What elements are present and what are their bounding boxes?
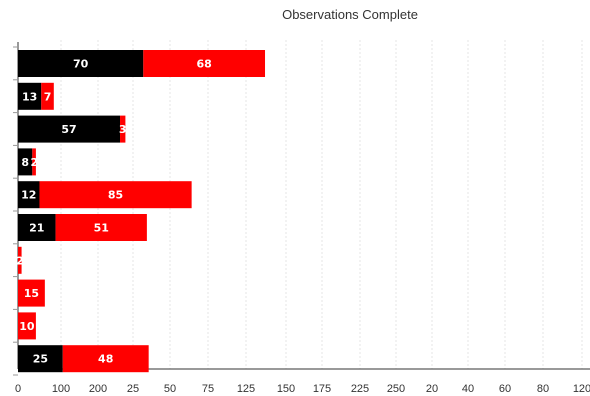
x-tick-label: 175 — [313, 383, 331, 395]
bar-value-label: 13 — [22, 90, 37, 103]
bar-value-label: 7 — [44, 90, 52, 103]
x-tick-label: 25 — [127, 383, 139, 395]
axes — [13, 42, 590, 375]
x-tick-label: 80 — [537, 383, 549, 395]
bar-value-label: 3 — [119, 123, 127, 136]
bar-value-label: 8 — [21, 156, 29, 169]
x-tick-label: 40 — [462, 383, 474, 395]
bars — [18, 50, 265, 372]
x-tick-label: 225 — [351, 383, 369, 395]
bar-value-label: 57 — [61, 123, 76, 136]
x-tick-label: 60 — [499, 383, 511, 395]
x-tick-label: 200 — [89, 383, 107, 395]
bar-value-label: 2 — [16, 254, 24, 267]
bar-value-label: 2 — [30, 156, 38, 169]
x-tick-label: 120 — [573, 383, 590, 395]
x-tick-label: 0 — [15, 383, 21, 395]
bar-value-label: 68 — [197, 58, 212, 71]
bar-value-label: 21 — [29, 222, 44, 235]
bar-value-label: 10 — [19, 320, 35, 333]
x-tick-label: 20 — [426, 383, 438, 395]
bar-value-label: 15 — [24, 287, 39, 300]
bar-value-label: 85 — [108, 189, 123, 202]
bar-value-label: 51 — [94, 222, 109, 235]
bar-value-label: 48 — [98, 353, 113, 366]
x-tick-label: 150 — [277, 383, 295, 395]
x-tick-labels: 0 100 200 25 50 75 125 150 175 225 250 20 40 60 80 120 — [15, 383, 590, 395]
x-tick-label: 50 — [164, 383, 176, 395]
x-tick-label: 125 — [237, 383, 255, 395]
x-tick-label: 250 — [387, 383, 405, 395]
x-tick-label: 75 — [202, 383, 214, 395]
bar-value-label: 70 — [73, 58, 89, 71]
bar-value-label: 25 — [33, 353, 48, 366]
x-tick-label: 100 — [52, 383, 70, 395]
bar-value-label: 12 — [21, 189, 36, 202]
